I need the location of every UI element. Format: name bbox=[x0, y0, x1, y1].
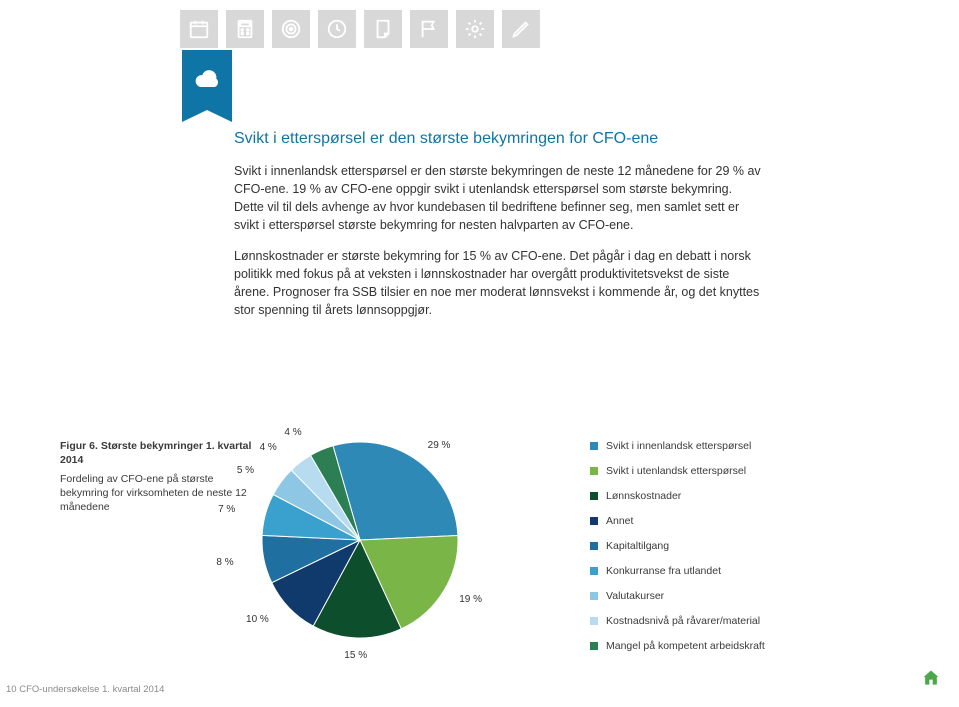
legend-label: Annet bbox=[606, 515, 633, 527]
home-icon[interactable] bbox=[921, 668, 941, 693]
body-text: Svikt i etterspørsel er den største beky… bbox=[234, 130, 764, 331]
legend-swatch bbox=[590, 617, 598, 625]
pen-icon bbox=[502, 10, 540, 48]
legend-swatch bbox=[590, 467, 598, 475]
legend-item: Mangel på kompetent arbeidskraft bbox=[590, 640, 890, 652]
page-heading: Svikt i etterspørsel er den største beky… bbox=[234, 130, 764, 148]
legend-item: Annet bbox=[590, 515, 890, 527]
legend-swatch bbox=[590, 517, 598, 525]
target-icon bbox=[272, 10, 310, 48]
legend-swatch bbox=[590, 492, 598, 500]
figure-title: Figur 6. Største bekymringer 1. kvartal … bbox=[60, 440, 260, 467]
legend-item: Svikt i utenlandsk etterspørsel bbox=[590, 465, 890, 477]
legend-label: Svikt i innenlandsk etterspørsel bbox=[606, 440, 751, 452]
figure-row: Figur 6. Største bekymringer 1. kvartal … bbox=[60, 440, 940, 665]
legend-label: Kapitaltilgang bbox=[606, 540, 669, 552]
legend-label: Lønnskostnader bbox=[606, 490, 681, 502]
pie-slice-label: 4 % bbox=[284, 427, 301, 438]
legend-item: Lønnskostnader bbox=[590, 490, 890, 502]
legend-swatch bbox=[590, 592, 598, 600]
flag-icon bbox=[410, 10, 448, 48]
legend-label: Konkurranse fra utlandet bbox=[606, 565, 721, 577]
legend-item: Kapitaltilgang bbox=[590, 540, 890, 552]
legend-label: Mangel på kompetent arbeidskraft bbox=[606, 640, 765, 652]
pie-slice-label: 8 % bbox=[216, 557, 233, 568]
legend-item: Svikt i innenlandsk etterspørsel bbox=[590, 440, 890, 452]
pie-legend: Svikt i innenlandsk etterspørsel Svikt i … bbox=[590, 440, 890, 665]
paragraph-2: Lønnskostnader er største bekymring for … bbox=[234, 247, 764, 320]
cloud-ribbon-icon bbox=[182, 50, 232, 110]
pie-slice-label: 7 % bbox=[218, 504, 235, 515]
top-icon-strip bbox=[180, 10, 540, 48]
legend-item: Kostnadsnivå på råvarer/material bbox=[590, 615, 890, 627]
calculator-icon bbox=[226, 10, 264, 48]
clock-icon bbox=[318, 10, 356, 48]
pie-slice-label: 29 % bbox=[428, 440, 451, 451]
legend-item: Valutakurser bbox=[590, 590, 890, 602]
pie-slice-label: 4 % bbox=[260, 442, 277, 453]
note-icon bbox=[364, 10, 402, 48]
legend-swatch bbox=[590, 442, 598, 450]
calendar-icon bbox=[180, 10, 218, 48]
gear-icon bbox=[456, 10, 494, 48]
legend-swatch bbox=[590, 542, 598, 550]
legend-label: Kostnadsnivå på råvarer/material bbox=[606, 615, 760, 627]
pie-slice-label: 10 % bbox=[246, 614, 269, 625]
page-footer: 10 CFO-undersøkelse 1. kvartal 2014 bbox=[6, 684, 164, 695]
paragraph-1: Svikt i innenlandsk etterspørsel er den … bbox=[234, 162, 764, 235]
pie-slice-label: 5 % bbox=[237, 465, 254, 476]
figure-caption: Figur 6. Største bekymringer 1. kvartal … bbox=[60, 440, 260, 665]
pie-slice-label: 15 % bbox=[344, 650, 367, 661]
legend-swatch bbox=[590, 642, 598, 650]
legend-label: Valutakurser bbox=[606, 590, 664, 602]
legend-swatch bbox=[590, 567, 598, 575]
pie-chart-container: 29 %19 %15 %10 %8 %7 %5 %4 %4 % bbox=[260, 440, 590, 665]
pie-chart bbox=[260, 440, 460, 640]
legend-item: Konkurranse fra utlandet bbox=[590, 565, 890, 577]
legend-label: Svikt i utenlandsk etterspørsel bbox=[606, 465, 746, 477]
pie-slice-label: 19 % bbox=[459, 594, 482, 605]
